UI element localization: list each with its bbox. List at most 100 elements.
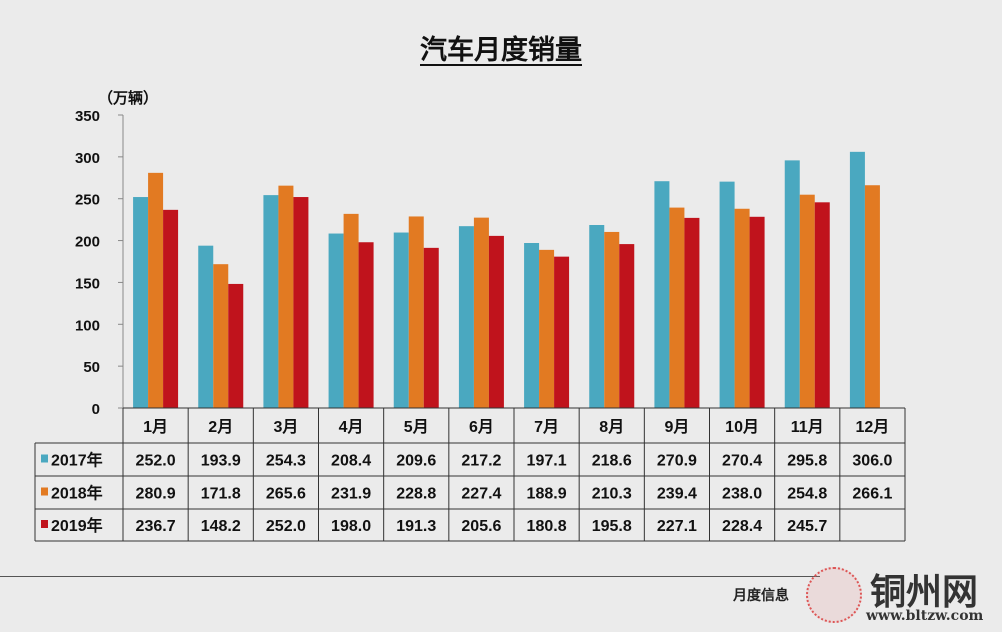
y-tick-label: 0 [92, 401, 100, 418]
data-label: 306.0 [852, 453, 892, 470]
bar-2019年-2月 [228, 283, 244, 408]
legend-swatch [41, 520, 48, 528]
data-label: 148.2 [201, 518, 241, 535]
data-label: 270.4 [722, 453, 762, 470]
y-tick-label: 250 [75, 192, 100, 209]
bar-2017年-6月 [458, 226, 474, 408]
chart-title: 汽车月度销量 [0, 28, 1002, 67]
source-label: 月度信息 [733, 588, 789, 604]
data-label: 228.4 [722, 518, 762, 535]
y-axis-label: （万辆） [98, 89, 158, 107]
bar-2018年-8月 [604, 231, 620, 408]
data-label: 231.9 [331, 486, 371, 503]
data-label: 218.6 [592, 453, 632, 470]
x-tick-label: 6月 [469, 418, 494, 436]
bar-2019年-11月 [814, 202, 830, 408]
data-label: 227.1 [657, 518, 697, 535]
bar-2019年-8月 [619, 244, 635, 408]
data-label: 239.4 [657, 486, 697, 503]
data-label: 270.9 [657, 453, 697, 470]
x-tick-label: 9月 [664, 418, 689, 436]
bar-2017年-1月 [133, 197, 149, 408]
watermark-url: www.bltzw.com [866, 608, 984, 624]
data-label: 254.3 [266, 453, 306, 470]
y-tick-label: 350 [75, 108, 100, 125]
y-tick-label: 150 [75, 275, 100, 292]
bar-2018年-3月 [278, 185, 294, 408]
data-label: 265.6 [266, 486, 306, 503]
legend-label: 2018年 [51, 484, 103, 503]
data-label: 295.8 [787, 453, 827, 470]
bar-2017年-9月 [654, 181, 670, 408]
data-label: 217.2 [461, 453, 501, 470]
data-label: 191.3 [396, 518, 436, 535]
chart-title-text: 汽车月度销量 [420, 35, 582, 66]
data-label: 188.9 [527, 486, 567, 503]
data-label: 193.9 [201, 453, 241, 470]
bar-2018年-5月 [408, 216, 424, 408]
x-tick-label: 2月 [208, 418, 233, 436]
data-label: 254.8 [787, 486, 827, 503]
bar-2019年-10月 [749, 216, 765, 408]
bar-2018年-4月 [343, 213, 359, 408]
y-tick-label: 300 [75, 150, 100, 167]
data-label: 197.1 [527, 453, 567, 470]
footer-divider [0, 576, 820, 577]
bar-2017年-7月 [524, 242, 540, 408]
data-label: 198.0 [331, 518, 371, 535]
data-label: 228.8 [396, 486, 436, 503]
data-label: 209.6 [396, 453, 436, 470]
data-label: 252.0 [136, 453, 176, 470]
bar-2018年-6月 [473, 217, 489, 408]
data-label: 252.0 [266, 518, 306, 535]
legend-label: 2019年 [51, 516, 103, 535]
data-label: 208.4 [331, 453, 371, 470]
x-tick-label: 7月 [534, 418, 559, 436]
data-label: 227.4 [461, 486, 501, 503]
bar-2017年-4月 [328, 233, 344, 408]
data-label: 210.3 [592, 486, 632, 503]
y-tick-label: 200 [75, 234, 100, 251]
bar-2019年-4月 [358, 242, 374, 408]
bar-2018年-12月 [864, 185, 880, 408]
x-tick-label: 11月 [791, 418, 824, 436]
bar-2018年-9月 [669, 207, 685, 408]
y-tick-label: 100 [75, 317, 100, 334]
bar-2017年-8月 [589, 225, 605, 408]
watermark-logo: 铜州网 [870, 571, 979, 613]
bar-2019年-6月 [488, 235, 504, 408]
data-label: 238.0 [722, 486, 762, 503]
x-tick-label: 10月 [725, 418, 759, 436]
data-label: 180.8 [527, 518, 567, 535]
data-label: 171.8 [201, 486, 241, 503]
bar-2019年-9月 [684, 217, 700, 408]
x-tick-label: 1月 [143, 418, 168, 436]
x-tick-label: 12月 [856, 418, 890, 436]
bar-2018年-2月 [213, 264, 229, 408]
x-tick-label: 8月 [599, 418, 624, 436]
data-label: 266.1 [852, 486, 892, 503]
bar-2017年-11月 [784, 160, 800, 408]
bar-2019年-1月 [163, 209, 179, 408]
bar-2019年-3月 [293, 197, 309, 408]
legend-swatch [41, 454, 48, 463]
data-label: 195.8 [592, 518, 632, 535]
data-label: 205.6 [461, 518, 501, 535]
bar-2019年-5月 [423, 247, 439, 408]
data-label: 245.7 [787, 518, 827, 535]
bar-2017年-10月 [719, 181, 735, 408]
x-tick-label: 3月 [273, 418, 298, 436]
bar-2018年-7月 [539, 249, 555, 408]
legend-swatch [41, 487, 48, 496]
bar-2017年-12月 [849, 151, 865, 408]
bar-2018年-1月 [148, 172, 164, 408]
data-label: 236.7 [136, 518, 176, 535]
data-label: 280.9 [136, 486, 176, 503]
y-tick-label: 50 [83, 359, 100, 376]
bar-2018年-11月 [799, 194, 815, 408]
watermark-seal-icon [806, 567, 862, 623]
bar-2019年-7月 [554, 256, 570, 408]
bar-2017年-5月 [393, 232, 409, 408]
bar-2018年-10月 [734, 208, 750, 408]
